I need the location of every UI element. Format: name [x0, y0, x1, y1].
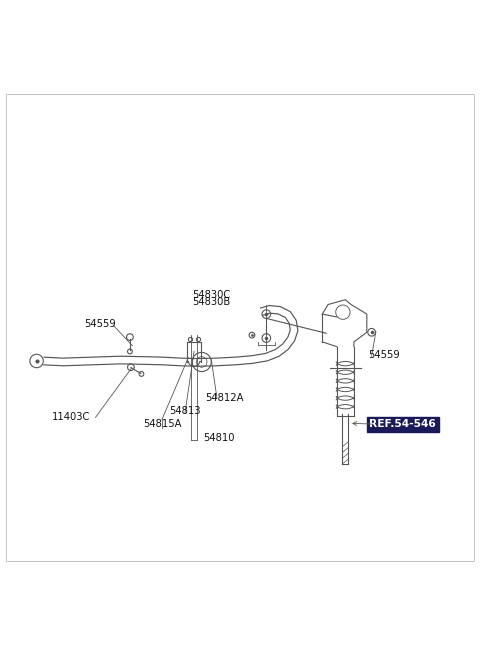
Text: 54559: 54559	[368, 350, 399, 360]
Text: REF.54-546: REF.54-546	[369, 419, 436, 429]
Text: 11403C: 11403C	[52, 413, 91, 422]
Text: 54813: 54813	[169, 406, 201, 416]
Text: 54815A: 54815A	[143, 419, 181, 429]
Text: 54830C: 54830C	[192, 290, 230, 300]
Text: 54810: 54810	[203, 432, 234, 443]
Text: 54812A: 54812A	[205, 394, 244, 403]
Text: 54830B: 54830B	[192, 297, 230, 307]
Text: 54559: 54559	[84, 319, 116, 329]
